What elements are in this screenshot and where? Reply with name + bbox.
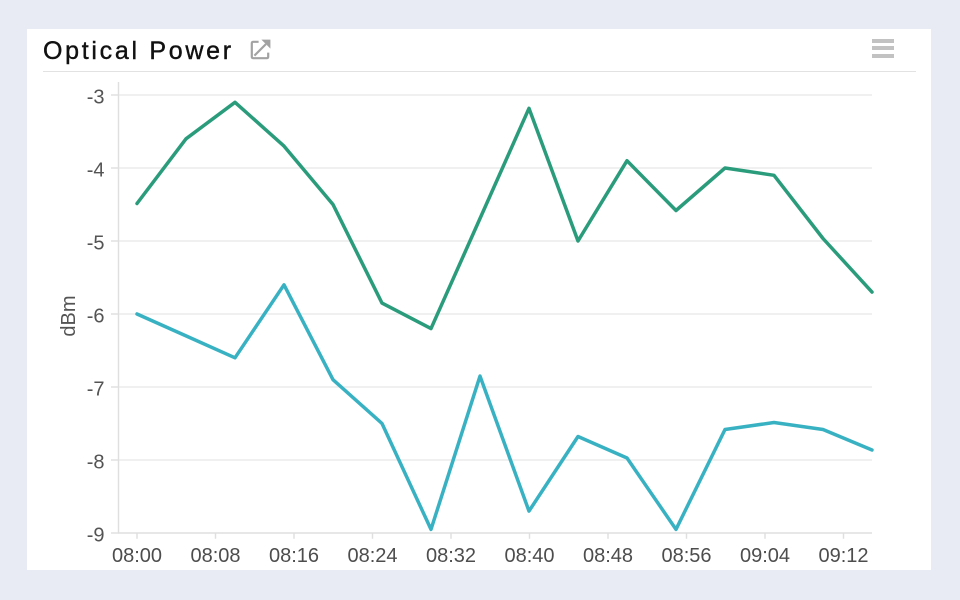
svg-text:-3: -3 [87,86,105,108]
svg-text:-5: -5 [87,232,105,254]
svg-text:08:16: 08:16 [269,545,319,567]
svg-text:-8: -8 [87,451,105,473]
svg-text:08:56: 08:56 [661,545,711,567]
svg-text:08:08: 08:08 [190,545,240,567]
svg-text:-6: -6 [87,305,105,327]
svg-text:-4: -4 [87,159,105,181]
svg-text:09:12: 09:12 [818,545,868,567]
svg-text:-7: -7 [87,378,105,400]
svg-text:08:00: 08:00 [112,545,162,567]
svg-text:-9: -9 [87,524,105,546]
svg-text:08:48: 08:48 [583,545,633,567]
svg-text:dBm: dBm [58,295,80,336]
svg-text:09:04: 09:04 [740,545,790,567]
svg-text:08:24: 08:24 [347,545,397,567]
svg-text:08:32: 08:32 [426,545,476,567]
svg-text:08:40: 08:40 [504,545,554,567]
